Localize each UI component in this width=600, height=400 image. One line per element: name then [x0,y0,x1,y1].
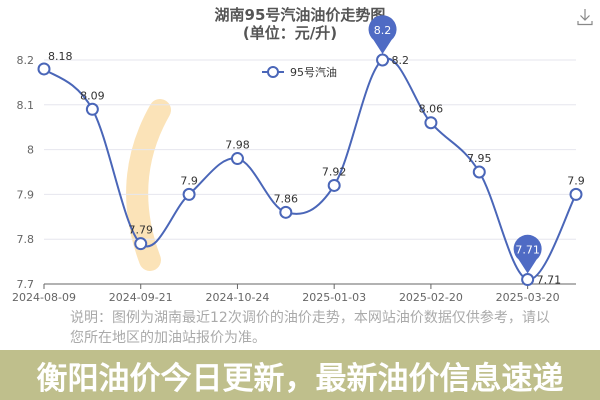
y-tick-label: 8.2 [17,54,35,67]
data-point [569,187,583,201]
chart-title: 湖南95号汽油油价走势图 [215,6,386,24]
headline-banner: 衡阳油价今日更新，最新油价信息速递 [0,350,600,400]
max-marker-pin [368,15,397,54]
data-label: 7.71 [537,274,562,287]
x-tick-label: 2025-03-20 [496,291,560,304]
data-point [472,165,486,179]
data-label: 7.9 [180,174,198,187]
data-point [230,152,244,166]
y-tick-label: 8 [27,144,34,157]
y-tick-label: 7.8 [17,233,35,246]
x-tick-label: 2025-01-03 [302,291,366,304]
data-point [424,116,438,130]
data-label: 8.09 [80,89,105,102]
x-tick-label: 2024-10-24 [205,291,269,304]
data-label: 7.95 [467,152,492,165]
chart-subtitle: (单位：元/升) [243,24,337,42]
data-label: 7.86 [274,192,299,205]
data-point [376,53,390,67]
data-point [37,62,51,76]
data-point [182,187,196,201]
min-marker-pin [513,234,542,274]
data-label: 7.79 [128,224,153,237]
data-label: 7.9 [567,174,585,187]
series-line [43,57,577,281]
download-icon[interactable] [577,8,593,26]
data-label: 7.92 [322,165,347,178]
x-tick-label: 2024-08-09 [12,291,76,304]
x-tick-label: 2025-02-20 [399,291,463,304]
max-marker-label: 8.2 [374,24,392,37]
data-label: 8.2 [392,54,410,67]
y-tick-label: 8.1 [17,99,35,112]
y-tick-label: 7.9 [17,188,35,201]
data-label: 7.98 [225,139,250,152]
x-tick-label: 2024-09-21 [109,291,173,304]
chart-note: 说明：图例为湖南最近12次调价的油价走势，本网站油价数据仅供参考，请以您所在地区… [70,310,550,346]
y-tick-label: 7.7 [17,278,35,291]
data-point [279,205,293,219]
min-marker-label: 7.71 [515,244,540,257]
headline-text: 衡阳油价今日更新，最新油价信息速递 [36,360,564,397]
legend-marker [267,66,279,78]
data-point [521,273,535,287]
data-label: 8.18 [48,50,73,63]
data-label: 8.06 [419,103,444,116]
data-point [85,102,99,116]
legend-label: 95号汽油 [290,65,337,79]
data-point [327,178,341,192]
data-point [134,237,148,251]
